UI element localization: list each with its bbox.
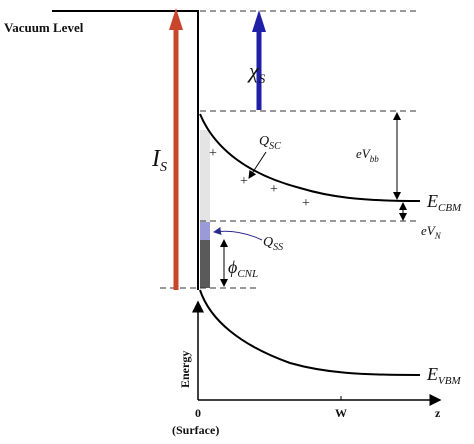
- electron-affinity-arrowhead: [252, 10, 266, 32]
- z-label: z: [435, 406, 441, 420]
- energy-axis-label: Energy: [178, 351, 192, 388]
- origin-label: 0: [195, 406, 201, 420]
- valence-band-edge: [199, 289, 421, 376]
- plus-sign: +: [302, 196, 310, 211]
- qsc-pointer: [248, 151, 267, 179]
- surface-states-fill: [200, 222, 210, 240]
- electron-affinity-label: χS: [247, 58, 266, 86]
- evbm-label: EVBM: [426, 364, 461, 387]
- depleted-region: [200, 130, 210, 222]
- w-label: W: [335, 406, 347, 420]
- conduction-band-edge: [199, 113, 421, 202]
- plus-sign: +: [240, 174, 248, 189]
- plus-sign: +: [209, 146, 217, 161]
- qss-pointer: [213, 227, 263, 241]
- qsc-label: QSC: [259, 134, 281, 152]
- phi-cnl-label: ϕCNL: [228, 257, 258, 280]
- evn-label: eVN: [421, 223, 442, 241]
- filled-states-column: [200, 240, 210, 288]
- ionization-label: IS: [151, 146, 167, 175]
- ionization-arrowhead: [169, 8, 183, 30]
- ecbm-label: ECBM: [426, 191, 462, 214]
- surface-label: (Surface): [172, 423, 219, 437]
- plus-sign: +: [270, 182, 278, 197]
- evbb-label: eVbb: [356, 146, 379, 164]
- vacuum-level-label: Vacuum Level: [4, 20, 84, 35]
- qss-label: QSS: [263, 235, 283, 253]
